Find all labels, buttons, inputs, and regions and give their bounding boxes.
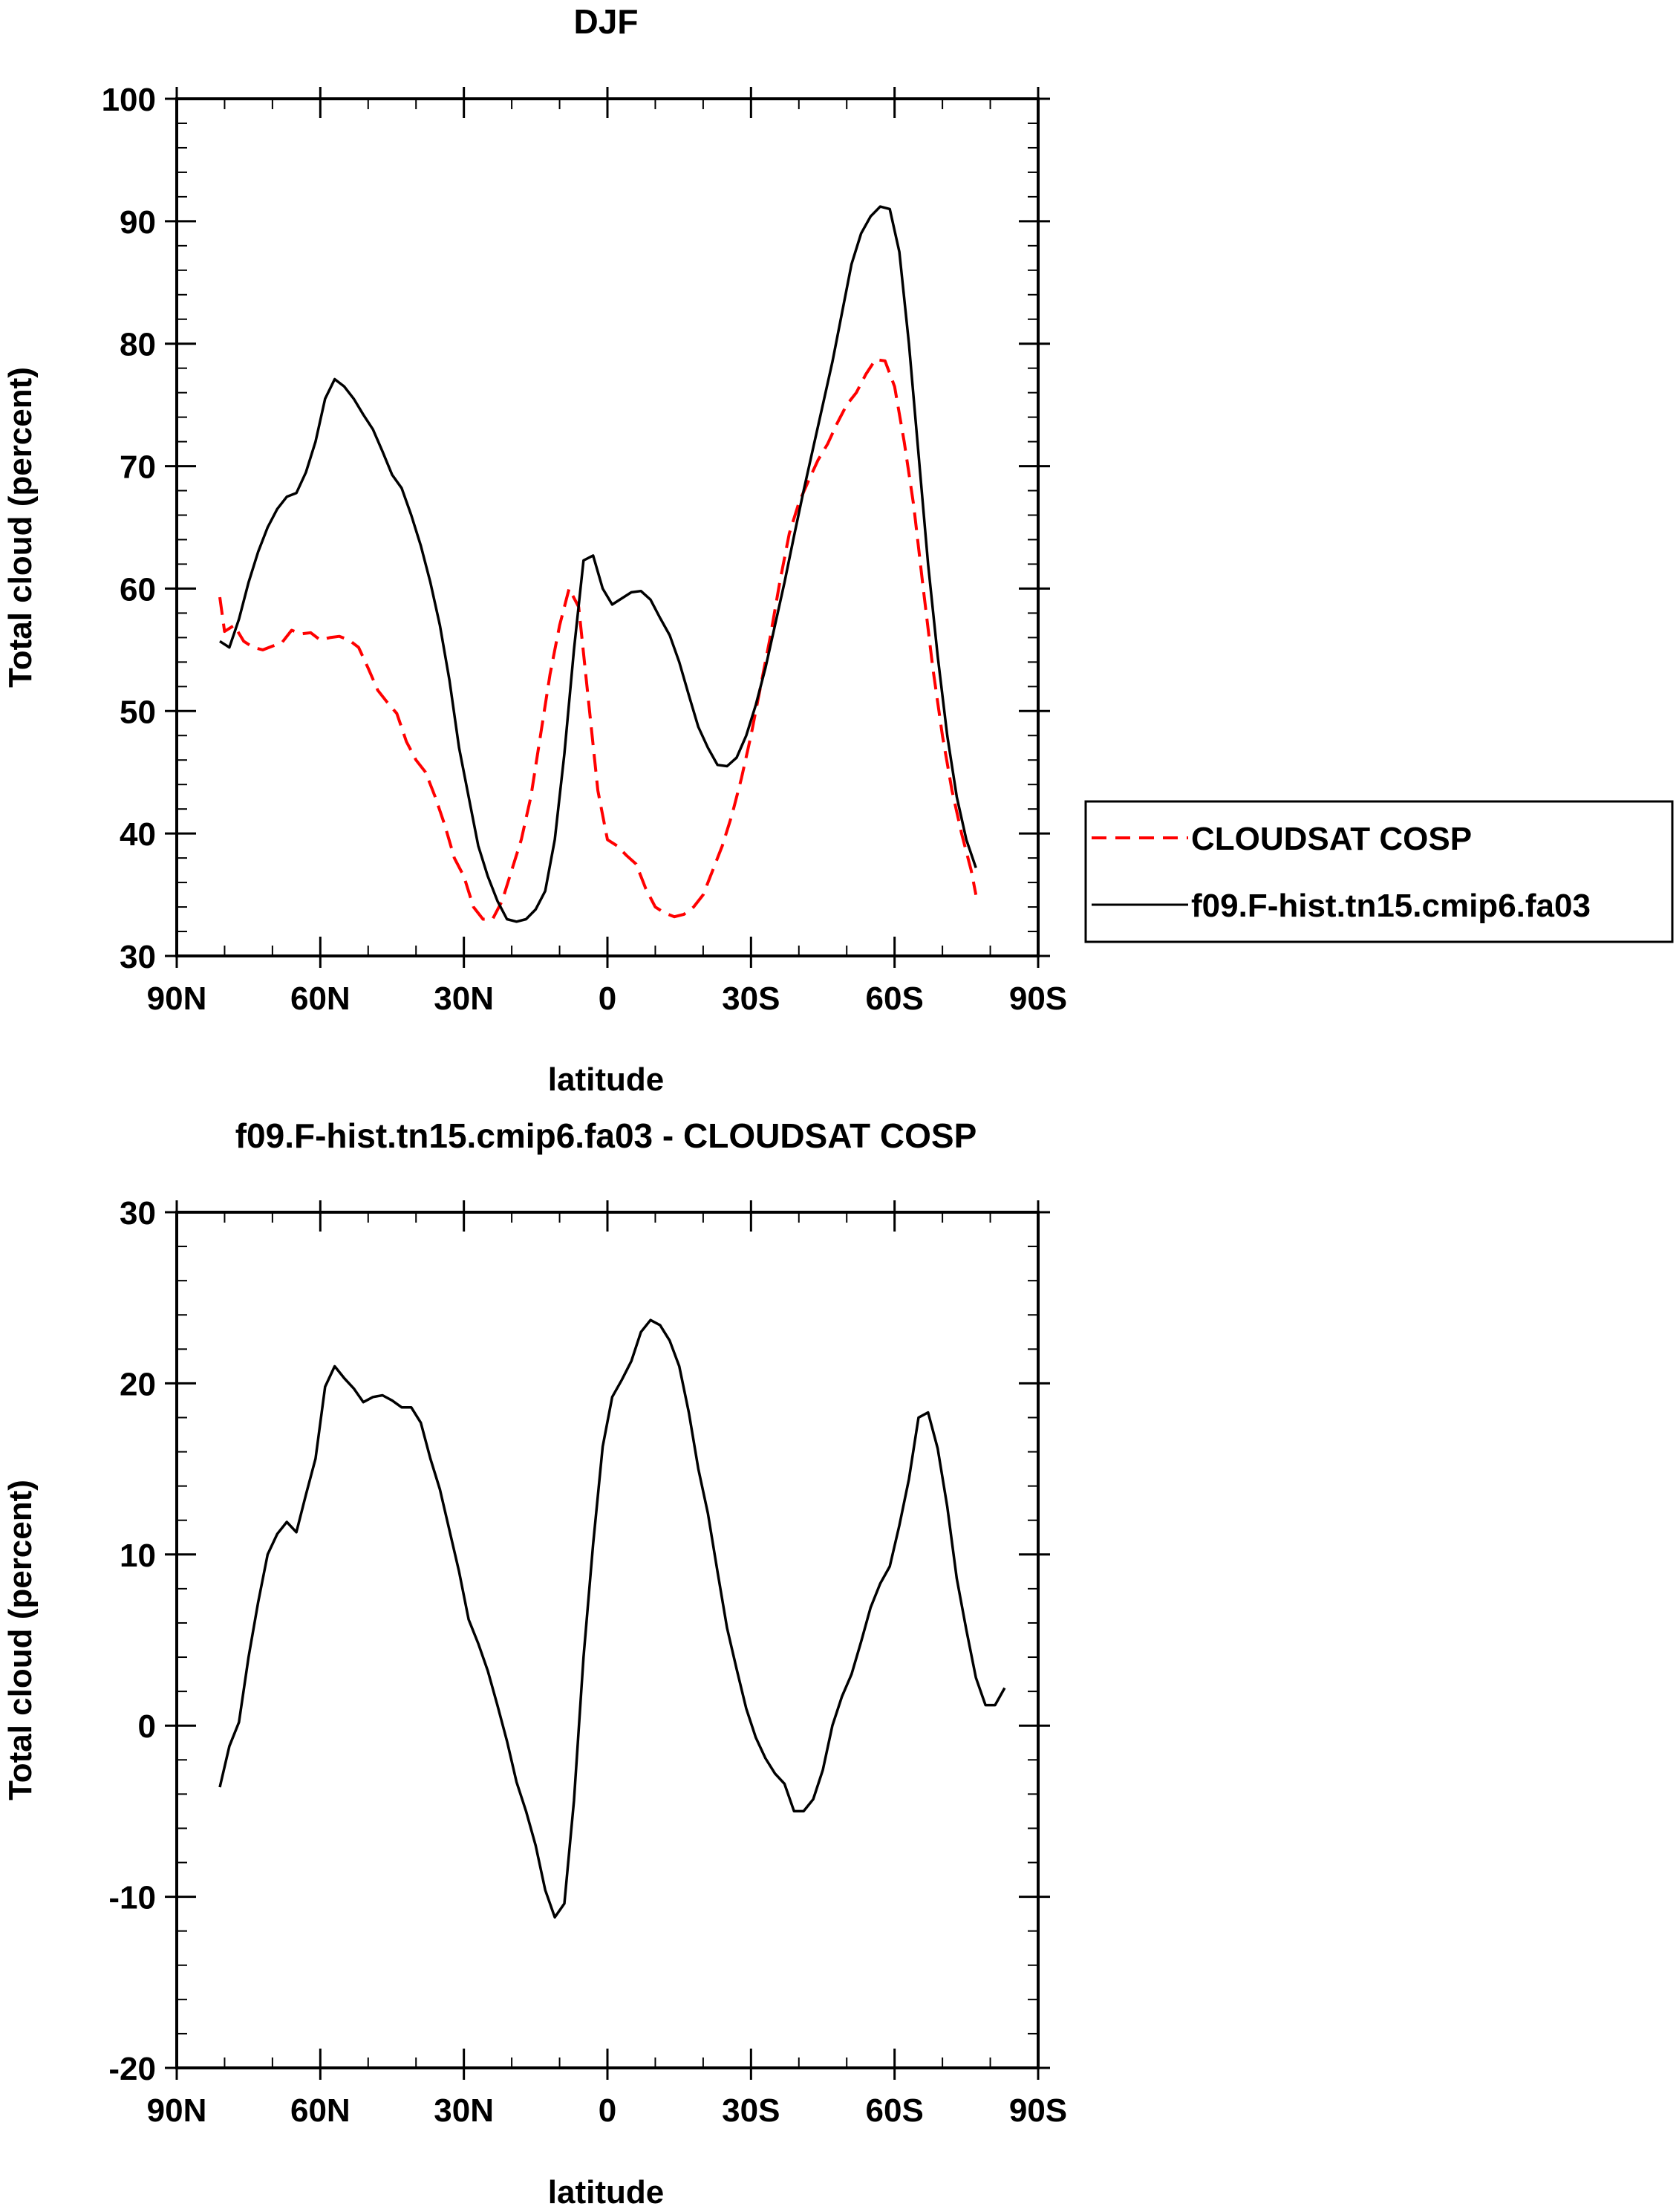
chart-1-y-tick-label: 90: [120, 204, 156, 241]
chart-2-y-tick-label: 10: [120, 1538, 156, 1574]
chart-2-x-tick-label: 60S: [866, 2092, 924, 2129]
chart-1-minor-ticks: [176, 98, 1039, 957]
chart-1-y-tick-label: 100: [102, 82, 156, 118]
chart-2-y-tick-label: -20: [108, 2051, 156, 2087]
chart-1-x-tick-label: 60S: [866, 980, 924, 1017]
chart-1-plot-frame: [175, 97, 1040, 957]
chart-1-y-tick-label: 80: [120, 327, 156, 363]
chart-1-y-axis-label: Total cloud (percent): [2, 367, 39, 688]
chart-2-y-tick-label: 0: [138, 1708, 156, 1745]
chart-2-x-tick-label: 0: [599, 2092, 616, 2129]
chart-2-series-line-1: [218, 1318, 1006, 1919]
legend-label-cloudsat: CLOUDSAT COSP: [1191, 821, 1472, 857]
chart-1-x-tick-label: 60N: [290, 980, 351, 1017]
chart-1-y-tick-label: 70: [120, 449, 156, 486]
chart-2-x-tick-label: 90S: [1009, 2092, 1067, 2129]
chart-2-series-group: [218, 1318, 1006, 1919]
chart-1-plot: [165, 87, 1050, 968]
chart-2-plot: [165, 1200, 1050, 2080]
chart-1-y-tick-label: 60: [120, 571, 156, 608]
chart-1-x-tick-label: 90S: [1009, 980, 1067, 1017]
chart-2-x-tick-label: 30N: [434, 2092, 494, 2129]
chart-1-series-line-1: [218, 358, 978, 921]
chart-1-y-tick-label: 50: [120, 694, 156, 730]
chart-1-x-tick-label: 30N: [434, 980, 494, 1017]
chart-2-y-tick-label: 20: [120, 1366, 156, 1402]
chart-1-series-group: [218, 205, 978, 923]
chart-1-x-tick-label: 30S: [722, 980, 780, 1017]
chart-1-legend: CLOUDSAT COSP f09.F-hist.tn15.cmip6.fa03: [1084, 800, 1674, 943]
chart-2-x-tick-label: 30S: [722, 2092, 780, 2129]
chart-1-x-tick-label: 0: [599, 980, 616, 1017]
chart-2-plot-frame: [175, 1211, 1040, 2069]
chart-1-y-tick-label: 40: [120, 816, 156, 853]
chart-1-y-tick-labels: 30 40 50 60 70 80 90 100: [102, 82, 156, 975]
chart-2-x-axis-label: latitude: [548, 2174, 664, 2211]
chart-1-x-tick-labels: 90N 60N 30N 0 30S 60S 90S: [147, 980, 1068, 1017]
chart-2-y-tick-label: 30: [120, 1195, 156, 1232]
chart-1-series-line-2: [219, 205, 977, 923]
chart-2-x-tick-label: 60N: [290, 2092, 351, 2129]
legend-label-model: f09.F-hist.tn15.cmip6.fa03: [1191, 888, 1591, 924]
chart-2-title: f09.F-hist.tn15.cmip6.fa03 - CLOUDSAT CO…: [235, 1116, 977, 1155]
chart-1-y-tick-label: 30: [120, 939, 156, 975]
chart-1-x-axis-label: latitude: [548, 1061, 664, 1098]
chart-2-x-tick-labels: 90N 60N 30N 0 30S 60S 90S: [147, 2092, 1068, 2129]
chart-2-major-ticks: [165, 1200, 1050, 2080]
chart-1-x-tick-label: 90N: [147, 980, 207, 1017]
chart-2-x-tick-label: 90N: [147, 2092, 207, 2129]
chart-2-minor-ticks: [176, 1211, 1039, 2069]
chart-2-y-axis-label: Total cloud (percent): [2, 1480, 39, 1800]
chart-1-major-ticks: [165, 87, 1050, 968]
chart-1-legend-box: [1084, 800, 1674, 943]
chart-2-y-tick-label: -10: [108, 1880, 156, 1916]
chart-1-title: DJF: [574, 2, 639, 41]
chart-2-y-tick-labels: -20 -10 0 10 20 30: [108, 1195, 156, 2087]
